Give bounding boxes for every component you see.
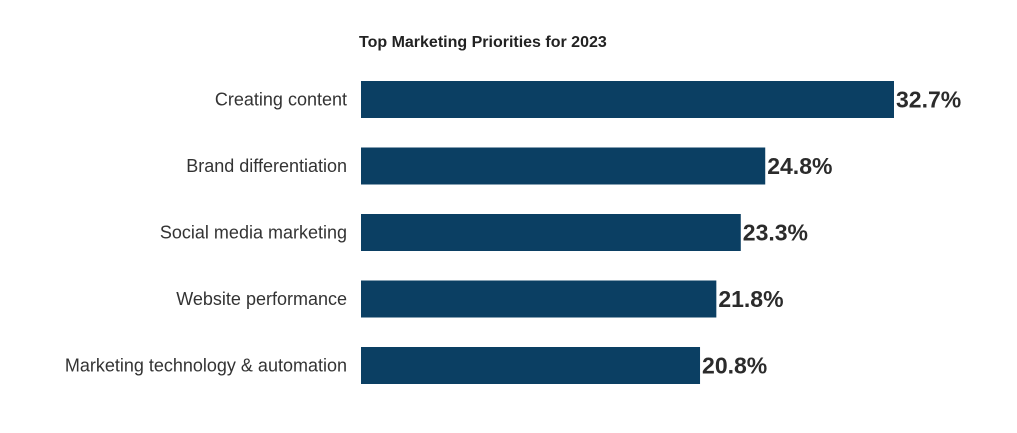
value-label-0: 32.7% <box>896 87 961 113</box>
category-label-3: Website performance <box>176 289 347 309</box>
bar-1 <box>361 147 766 185</box>
category-label-2: Social media marketing <box>160 223 347 243</box>
category-label-4: Marketing technology & automation <box>65 356 347 376</box>
value-label-1: 24.8% <box>767 153 832 179</box>
value-label-2: 23.3% <box>743 220 808 246</box>
value-label-4: 20.8% <box>702 353 767 379</box>
category-label-0: Creating content <box>215 90 347 110</box>
bar-2 <box>361 214 741 251</box>
chart-title: Top Marketing Priorities for 2023 <box>359 34 607 51</box>
bar-0 <box>361 81 894 118</box>
bar-4 <box>361 347 701 384</box>
bar-3 <box>361 280 717 318</box>
value-label-3: 21.8% <box>718 286 783 312</box>
category-label-1: Brand differentiation <box>186 156 347 176</box>
